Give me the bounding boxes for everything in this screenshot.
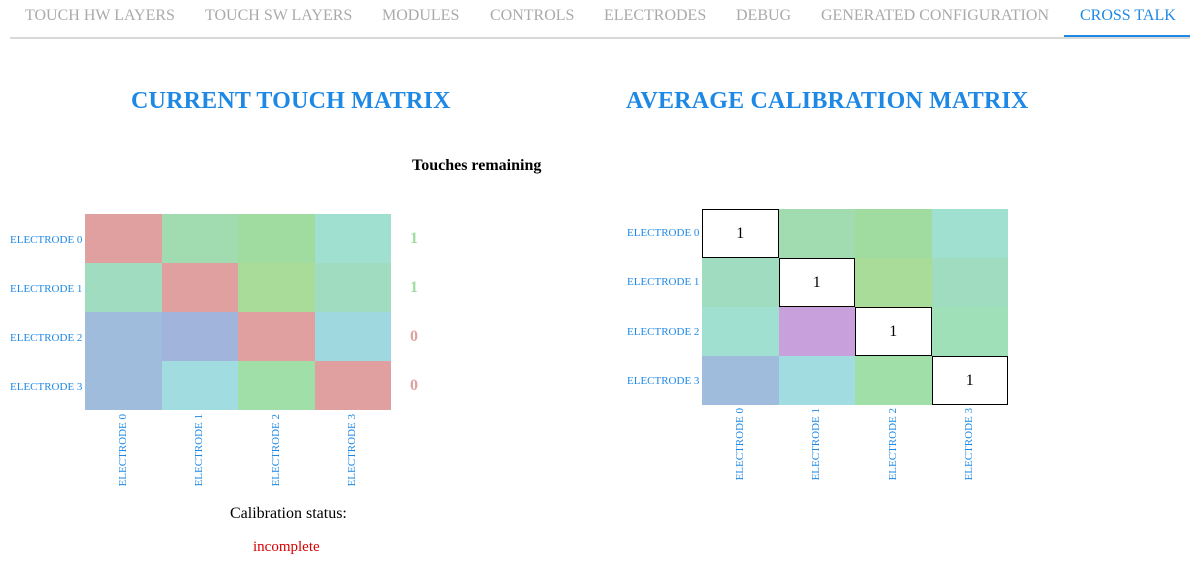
tab-generated-configuration[interactable]: GENERATED CONFIGURATION xyxy=(821,7,1049,24)
current-row-label: ELECTRODE 0 xyxy=(10,234,83,246)
average-matrix-cell: 1 xyxy=(855,307,932,356)
average-col-label: ELECTRODE 0 xyxy=(734,408,746,481)
average-matrix-cell xyxy=(702,258,779,307)
average-matrix-cell xyxy=(855,356,932,405)
current-row-label: ELECTRODE 3 xyxy=(10,381,83,393)
average-col-label: ELECTRODE 1 xyxy=(810,408,822,481)
average-matrix-cell xyxy=(931,307,1008,356)
tab-cross-talk[interactable]: CROSS TALK xyxy=(1080,7,1176,24)
average-col-label: ELECTRODE 2 xyxy=(887,408,899,481)
current-matrix-cell xyxy=(85,312,162,361)
current-col-label: ELECTRODE 3 xyxy=(346,414,358,487)
touches-remaining-value: 1 xyxy=(410,230,418,247)
average-row-label: ELECTRODE 1 xyxy=(627,276,700,288)
calibration-status-value: incomplete xyxy=(253,539,320,555)
calibration-status-label: Calibration status: xyxy=(230,505,347,522)
current-col-label: ELECTRODE 0 xyxy=(117,414,129,487)
tab-electrodes[interactable]: ELECTRODES xyxy=(604,7,707,24)
current-matrix-cell xyxy=(161,312,238,361)
touches-remaining-label: Touches remaining xyxy=(412,157,542,174)
current-matrix-cell xyxy=(314,263,391,312)
current-matrix-cell xyxy=(161,214,238,263)
average-matrix-cell xyxy=(778,209,855,258)
current-matrix-cell xyxy=(314,214,391,263)
current-matrix-cell xyxy=(314,361,391,410)
tab-bar: TOUCH HW LAYERS TOUCH SW LAYERS MODULES … xyxy=(10,0,1190,39)
current-col-label: ELECTRODE 2 xyxy=(270,414,282,487)
tab-touch-sw-layers[interactable]: TOUCH SW LAYERS xyxy=(205,7,353,24)
average-matrix-cell xyxy=(778,356,855,405)
average-matrix-cell xyxy=(855,258,932,307)
average-matrix-cell xyxy=(778,307,855,356)
average-matrix-cell xyxy=(855,209,932,258)
current-matrix-cell xyxy=(314,312,391,361)
current-row-label: ELECTRODE 1 xyxy=(10,283,83,295)
average-matrix-cell xyxy=(931,258,1008,307)
current-matrix-cell xyxy=(238,361,315,410)
average-col-label: ELECTRODE 3 xyxy=(963,408,975,481)
tab-controls[interactable]: CONTROLS xyxy=(490,7,575,24)
current-matrix-cell xyxy=(238,312,315,361)
touches-remaining-value: 1 xyxy=(410,279,418,296)
current-touch-matrix-title: CURRENT TOUCH MATRIX xyxy=(131,88,451,114)
current-matrix-cell xyxy=(85,361,162,410)
current-touch-matrix xyxy=(85,214,391,410)
average-matrix-cell xyxy=(702,307,779,356)
average-matrix-cell xyxy=(702,356,779,405)
touches-remaining-value: 0 xyxy=(410,377,418,394)
current-matrix-cell xyxy=(85,214,162,263)
average-row-label: ELECTRODE 3 xyxy=(627,375,700,387)
touches-remaining-value: 0 xyxy=(410,328,418,345)
average-calibration-matrix-title: AVERAGE CALIBRATION MATRIX xyxy=(626,88,1029,114)
tab-modules[interactable]: MODULES xyxy=(382,7,460,24)
current-matrix-cell xyxy=(161,263,238,312)
average-matrix-cell: 1 xyxy=(702,209,779,258)
current-matrix-cell xyxy=(238,214,315,263)
active-tab-indicator xyxy=(1064,35,1190,37)
average-matrix-cell: 1 xyxy=(778,258,855,307)
average-matrix-cell: 1 xyxy=(931,356,1008,405)
current-matrix-cell xyxy=(238,263,315,312)
current-matrix-cell xyxy=(161,361,238,410)
current-matrix-cell xyxy=(85,263,162,312)
average-matrix-cell xyxy=(931,209,1008,258)
tab-debug[interactable]: DEBUG xyxy=(736,7,792,24)
current-row-label: ELECTRODE 2 xyxy=(10,332,83,344)
current-col-label: ELECTRODE 1 xyxy=(193,414,205,487)
tab-touch-hw-layers[interactable]: TOUCH HW LAYERS xyxy=(25,7,175,24)
average-row-label: ELECTRODE 2 xyxy=(627,326,700,338)
average-row-label: ELECTRODE 0 xyxy=(627,227,700,239)
